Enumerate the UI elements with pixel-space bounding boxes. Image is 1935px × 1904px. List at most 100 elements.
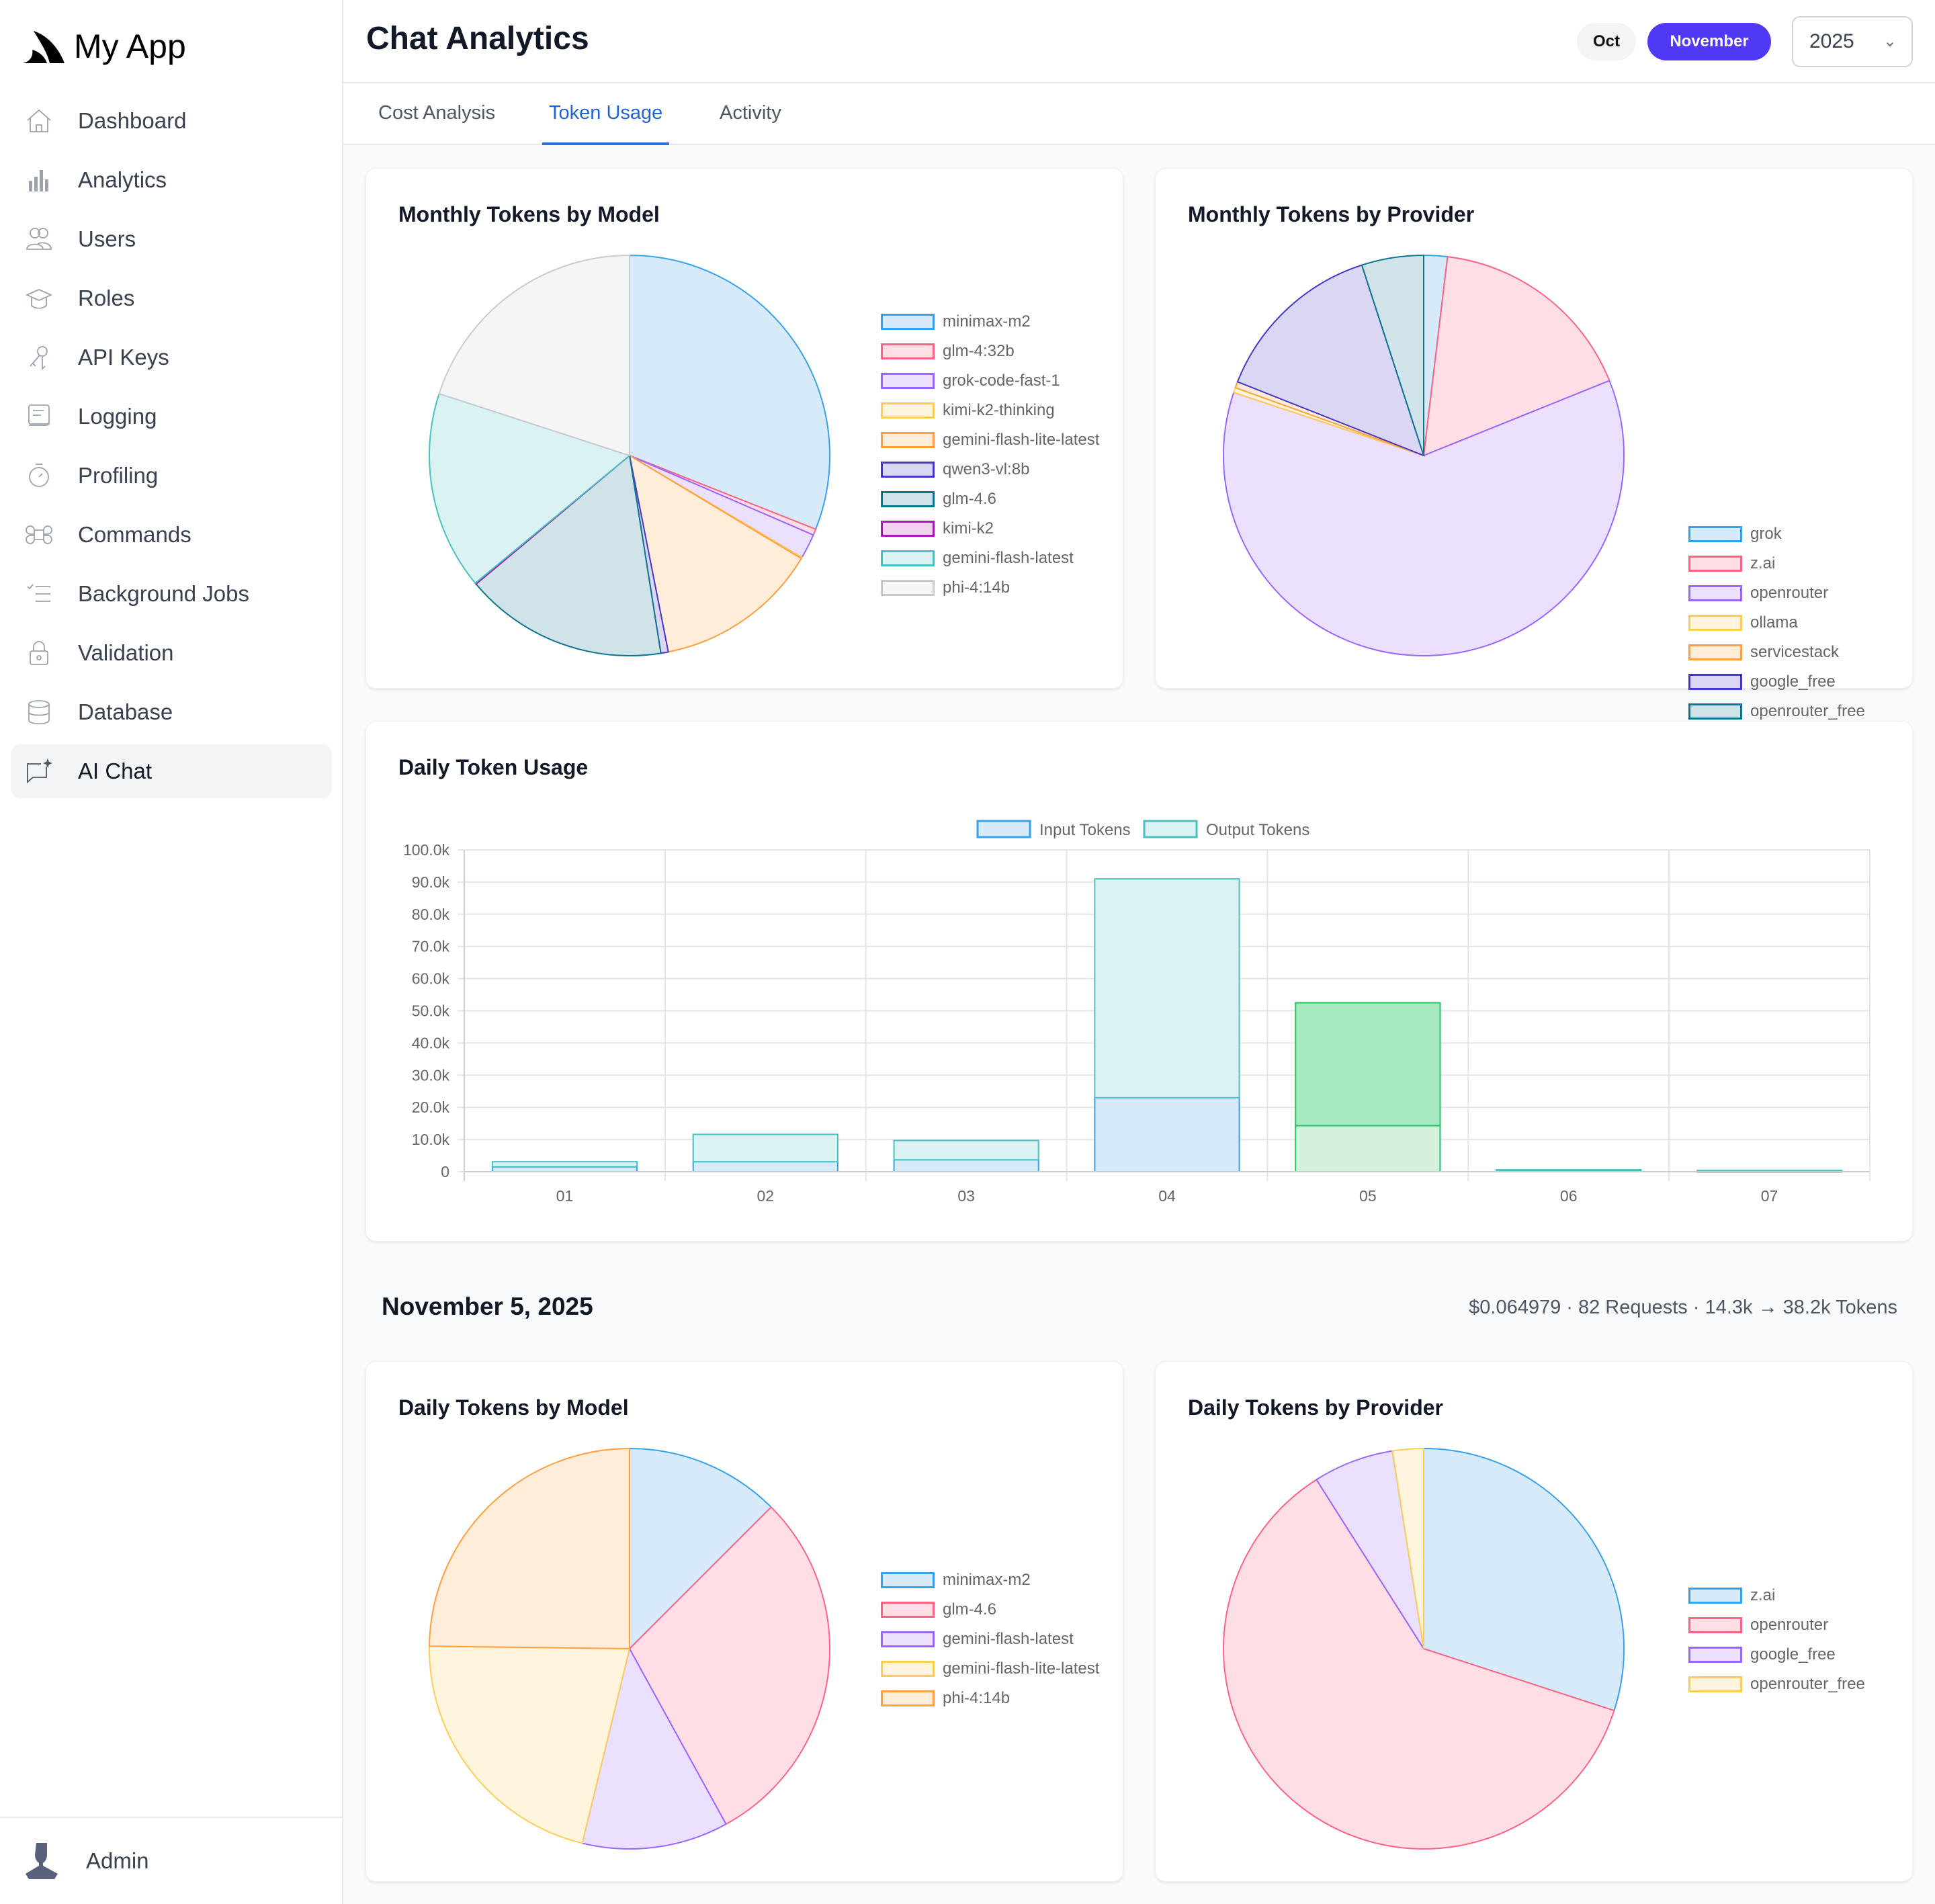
legend-item[interactable]: openrouter <box>1688 578 1865 608</box>
sidebar-item-logging[interactable]: Logging <box>11 390 332 443</box>
legend-item[interactable]: phi-4:14b <box>881 573 1099 603</box>
chart-title: Daily Tokens by Model <box>398 1395 629 1420</box>
bar-chart-daily-usage: 0 10.0k 20.0k 30.0k 40.0k 50.0k 60.0k 70.0k 80.0… <box>403 820 1870 1205</box>
pie-slice-glm-4.6[interactable] <box>475 454 662 656</box>
pie-slice-gemini-flash-latest[interactable] <box>429 392 632 585</box>
y-tick-label: 70.0k <box>412 938 450 955</box>
legend-item[interactable]: openrouter <box>1688 1610 1865 1640</box>
pie-slice-gemini-flash-latest[interactable] <box>581 1647 727 1850</box>
legend-item[interactable]: kimi-k2 <box>881 514 1099 544</box>
chart-legend: grok z.ai openrouter ollama servicestack goog… <box>1688 519 1865 726</box>
legend-swatch <box>881 402 935 419</box>
legend-item[interactable]: google_free <box>1688 1640 1865 1670</box>
pie-slice-openrouter[interactable] <box>1223 380 1625 656</box>
sidebar-item-analytics[interactable]: Analytics <box>11 153 332 207</box>
app-logo[interactable]: My App <box>23 27 186 66</box>
sidebar-item-api-keys[interactable]: API Keys <box>11 331 332 384</box>
tab-token-usage[interactable]: Token Usage <box>542 83 670 145</box>
pie-slice-z.ai[interactable] <box>1423 1447 1625 1712</box>
legend-item[interactable]: phi-4:14b <box>881 1684 1099 1713</box>
y-tick-label: 100.0k <box>403 841 450 859</box>
legend-item[interactable]: qwen3-vl:8b <box>881 455 1099 484</box>
month-button-november[interactable]: November <box>1647 23 1771 60</box>
legend-swatch <box>1688 1647 1742 1663</box>
legend-swatch[interactable] <box>976 820 1031 838</box>
sidebar-item-commands[interactable]: Commands <box>11 508 332 562</box>
legend-label: phi-4:14b <box>943 578 1010 597</box>
sidebar-item-roles[interactable]: Roles <box>11 271 332 325</box>
legend-item[interactable]: gemini-flash-latest <box>881 1625 1099 1654</box>
tab-cost-analysis[interactable]: Cost Analysis <box>378 102 496 124</box>
legend-item[interactable]: minimax-m2 <box>881 307 1099 337</box>
legend-item[interactable]: minimax-m2 <box>881 1565 1099 1595</box>
sidebar-item-validation[interactable]: Validation <box>11 626 332 680</box>
selected-day-summary: $0.064979 · 82 Requests · 14.3k → 38.2k … <box>1469 1297 1897 1318</box>
bar-output-tokens-02[interactable] <box>692 1133 838 1163</box>
tab-activity[interactable]: Activity <box>720 102 781 124</box>
pie-slice-openrouter_free[interactable] <box>1361 254 1424 456</box>
legend-item[interactable]: kimi-k2-thinking <box>881 396 1099 425</box>
legend-item[interactable]: grok-code-fast-1 <box>881 366 1099 396</box>
pie-slice-phi-4:14b[interactable] <box>438 254 630 457</box>
legend-item[interactable]: glm-4.6 <box>881 1595 1099 1625</box>
chart-legend: minimax-m2 glm-4.6 gemini-flash-latest gemi… <box>881 1565 1099 1713</box>
sidebar-item-label: Users <box>78 226 136 251</box>
bar-input-tokens-01[interactable] <box>491 1166 638 1173</box>
pie-slice-phi-4:14b[interactable] <box>429 1447 630 1650</box>
sidebar-item-ai-chat[interactable]: AI Chat <box>11 744 332 798</box>
user-menu[interactable]: Admin <box>0 1817 342 1904</box>
bar-output-tokens-03[interactable] <box>893 1139 1039 1161</box>
pie-slice-gemini-flash-lite-latest[interactable] <box>429 1645 631 1844</box>
pie-slice-gemini-flash-lite-latest[interactable] <box>628 453 802 653</box>
legend-item[interactable]: glm-4:32b <box>881 337 1099 366</box>
legend-item[interactable]: servicestack <box>1688 638 1865 667</box>
month-button-oct[interactable]: Oct <box>1577 23 1637 60</box>
legend-item[interactable]: openrouter_free <box>1688 697 1865 726</box>
x-tick-label: 02 <box>757 1187 774 1205</box>
legend-item[interactable]: z.ai <box>1688 549 1865 578</box>
legend-item[interactable]: google_free <box>1688 667 1865 697</box>
legend-item[interactable]: glm-4.6 <box>881 484 1099 514</box>
legend-swatch <box>881 1602 935 1618</box>
bar-output-tokens-05[interactable] <box>1295 1002 1441 1127</box>
pie-slice-openrouter_free[interactable] <box>1391 1447 1424 1649</box>
sidebar-item-database[interactable]: Database <box>11 685 332 739</box>
legend-label: servicestack <box>1750 643 1840 661</box>
chart-title: Monthly Tokens by Provider <box>1188 202 1475 226</box>
bar-input-tokens-03[interactable] <box>893 1159 1039 1172</box>
pie-slice-google_free[interactable] <box>1315 1450 1424 1649</box>
pie-slice-openrouter[interactable] <box>1223 1479 1615 1850</box>
bar-output-tokens-01[interactable] <box>491 1161 638 1168</box>
legend-item[interactable]: gemini-flash-latest <box>881 544 1099 573</box>
legend-item[interactable]: openrouter_free <box>1688 1670 1865 1699</box>
legend-swatch <box>881 343 935 359</box>
pie-chart-monthly-provider <box>1223 254 1625 656</box>
legend-item[interactable]: gemini-flash-lite-latest <box>881 425 1099 455</box>
legend-label: glm-4.6 <box>943 490 997 508</box>
legend-item[interactable]: ollama <box>1688 608 1865 638</box>
legend-item[interactable]: gemini-flash-lite-latest <box>881 1654 1099 1684</box>
legend-item[interactable]: grok <box>1688 519 1865 549</box>
chart-title: Daily Tokens by Provider <box>1188 1395 1443 1420</box>
legend-swatch <box>881 550 935 566</box>
pie-slice-z.ai[interactable] <box>1422 256 1610 457</box>
pie-slice-minimax-m2[interactable] <box>629 254 830 530</box>
legend-swatch[interactable] <box>1143 820 1198 838</box>
year-select[interactable]: 2025 ⌄ <box>1792 16 1913 67</box>
legend-label: grok-code-fast-1 <box>943 372 1060 390</box>
sidebar-item-users[interactable]: Users <box>11 212 332 266</box>
bar-output-tokens-04[interactable] <box>1094 878 1240 1098</box>
legend-swatch <box>1688 1588 1742 1604</box>
x-tick-label: 04 <box>1158 1187 1176 1205</box>
sidebar-item-profiling[interactable]: Profiling <box>11 449 332 503</box>
bar-input-tokens-05[interactable] <box>1295 1125 1441 1172</box>
sidebar-item-background-jobs[interactable]: Background Jobs <box>11 567 332 621</box>
command-icon <box>24 520 54 550</box>
sidebar-item-dashboard[interactable]: Dashboard <box>11 94 332 148</box>
bar-input-tokens-04[interactable] <box>1094 1096 1240 1173</box>
bar-output-tokens-06[interactable] <box>1496 1169 1642 1172</box>
bar-input-tokens-02[interactable] <box>692 1161 838 1173</box>
pie-slice-glm-4.6[interactable] <box>628 1506 830 1825</box>
legend-item[interactable]: z.ai <box>1688 1581 1865 1610</box>
pie-slice-minimax-m2[interactable] <box>629 1447 773 1651</box>
